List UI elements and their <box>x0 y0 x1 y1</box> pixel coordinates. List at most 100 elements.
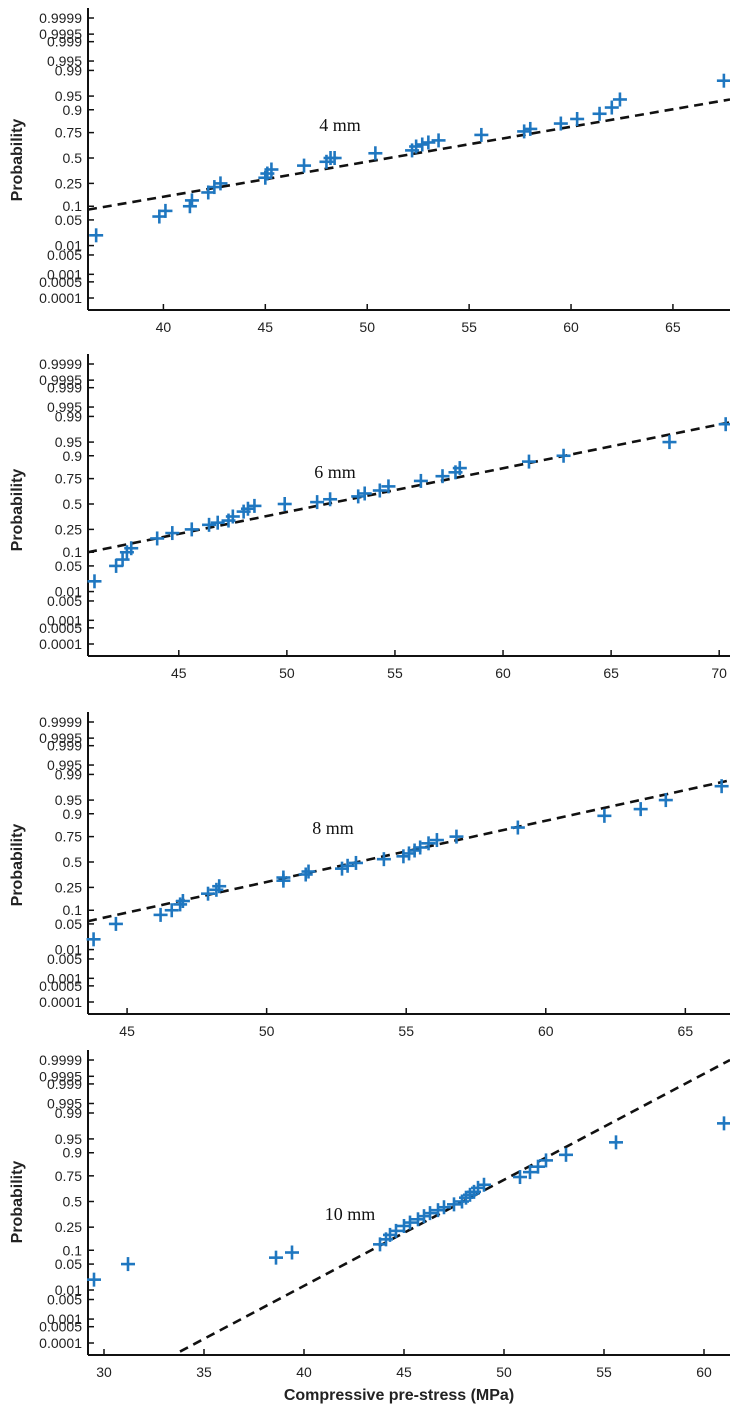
x-tick-label: 55 <box>398 1023 414 1039</box>
y-tick-label: 0.05 <box>55 558 82 574</box>
data-point <box>115 552 130 567</box>
data-point <box>612 92 627 107</box>
x-tick-label: 45 <box>171 665 187 681</box>
data-point <box>264 162 279 177</box>
y-tick-label: 0.001 <box>47 970 82 986</box>
data-point <box>327 151 342 165</box>
y-tick-label: 0.0001 <box>39 290 82 306</box>
y-tick-label: 0.001 <box>47 266 82 282</box>
y-tick-label: 0.9995 <box>39 730 82 746</box>
y-tick-label: 0.0001 <box>39 1335 82 1351</box>
y-tick-label: 0.001 <box>47 612 82 628</box>
data-point <box>175 894 190 909</box>
data-point <box>604 100 619 115</box>
data-point <box>164 903 179 918</box>
data-point <box>368 146 383 161</box>
data-point <box>301 864 316 879</box>
x-tick-label: 50 <box>359 319 375 335</box>
data-point <box>553 116 568 131</box>
panel-annotation: 8 mm <box>312 818 354 838</box>
y-tick-label: 0.25 <box>55 1219 82 1235</box>
data-point <box>471 1180 485 1195</box>
y-tick-label: 0.9 <box>63 806 83 822</box>
fit-line <box>179 1058 730 1353</box>
y-tick-label: 0.999 <box>47 738 82 754</box>
y-tick-label: 0.0001 <box>39 994 82 1010</box>
y-tick-label: 0.99 <box>55 408 82 424</box>
data-point <box>452 461 467 476</box>
data-point <box>449 829 464 844</box>
data-point <box>513 1170 527 1185</box>
data-point <box>372 483 387 498</box>
y-tick-label: 0.05 <box>55 1256 82 1272</box>
data-point <box>124 541 139 556</box>
data-point <box>108 916 123 931</box>
y-tick-label: 0.5 <box>63 1194 83 1210</box>
y-tick-label: 0.999 <box>47 380 82 396</box>
data-point <box>276 870 291 885</box>
data-point <box>150 531 165 546</box>
y-tick-label: 0.5 <box>63 496 83 512</box>
data-point <box>411 1212 425 1227</box>
y-tick-label: 0.5 <box>63 150 83 166</box>
data-point <box>184 522 199 537</box>
data-point <box>431 133 446 148</box>
data-point <box>340 858 355 873</box>
y-tick-label: 0.01 <box>55 584 82 600</box>
y-tick-label: 0.9999 <box>39 714 82 730</box>
x-tick-label: 70 <box>711 665 727 681</box>
y-tick-label: 0.95 <box>55 792 82 808</box>
x-tick-label: 60 <box>495 665 511 681</box>
y-tick-label: 0.9 <box>63 102 83 118</box>
x-tick-label: 60 <box>538 1023 554 1039</box>
y-axis-label: Probability <box>9 119 26 202</box>
y-tick-label: 0.005 <box>47 951 82 967</box>
data-point <box>202 517 217 532</box>
x-tick-label: 65 <box>678 1023 694 1039</box>
fit-line <box>88 779 730 923</box>
y-tick-label: 0.01 <box>55 942 82 958</box>
y-tick-label: 0.9999 <box>39 356 82 372</box>
y-tick-label: 0.995 <box>47 53 82 69</box>
data-point <box>415 137 430 152</box>
y-tick-label: 0.001 <box>47 1311 82 1327</box>
y-tick-label: 0.0001 <box>39 636 82 652</box>
x-tick-label: 45 <box>119 1023 135 1039</box>
data-point <box>662 435 677 450</box>
y-tick-label: 0.0005 <box>39 620 82 636</box>
fit-line <box>88 421 730 554</box>
x-tick-label: 60 <box>696 1364 712 1380</box>
y-tick-label: 0.005 <box>47 593 82 609</box>
x-tick-label: 30 <box>96 1364 112 1380</box>
data-point <box>376 852 391 867</box>
data-point <box>240 501 255 516</box>
x-tick-label: 35 <box>196 1364 212 1380</box>
y-tick-label: 0.9995 <box>39 1068 82 1084</box>
data-point <box>431 1203 445 1218</box>
data-point <box>447 1197 461 1212</box>
y-tick-label: 0.75 <box>55 471 82 487</box>
data-point <box>477 1177 491 1192</box>
data-point <box>570 111 585 126</box>
y-tick-label: 0.9999 <box>39 1052 82 1068</box>
y-tick-label: 0.75 <box>55 829 82 845</box>
y-tick-label: 0.25 <box>55 175 82 191</box>
data-point <box>559 1147 573 1162</box>
data-point <box>201 886 216 901</box>
x-tick-label: 50 <box>279 665 295 681</box>
y-tick-label: 0.999 <box>47 1076 82 1092</box>
data-point <box>121 1257 135 1272</box>
data-point <box>539 1153 553 1168</box>
data-point <box>597 808 612 823</box>
data-point <box>523 121 538 136</box>
y-axis-label: Probability <box>9 1161 26 1244</box>
x-tick-label: 45 <box>396 1364 412 1380</box>
data-point <box>531 1159 545 1174</box>
data-point <box>510 820 525 835</box>
y-tick-label: 0.9995 <box>39 26 82 42</box>
y-axis-label: Probability <box>9 469 26 552</box>
data-point <box>517 124 532 139</box>
